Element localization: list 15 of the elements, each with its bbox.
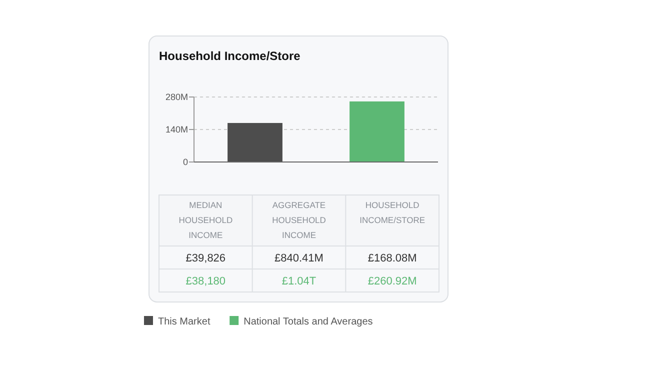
data-label: £39,826 xyxy=(186,252,226,264)
data-label: £260.92M xyxy=(368,275,417,288)
data-label: £38,180 xyxy=(186,275,226,288)
legend-label: National Totals and Averages xyxy=(244,316,373,328)
data-label: £1.04T xyxy=(282,275,316,288)
y-tick-label: 280M xyxy=(165,92,188,102)
legend-label: This Market xyxy=(158,316,210,328)
y-tick-label: 140M xyxy=(165,124,188,135)
data-label: £840.41M xyxy=(274,252,324,264)
category-label: HOUSEHOLD INCOME/STORE xyxy=(360,200,426,225)
y-tick-label: 0 xyxy=(182,157,188,168)
category-label: AGGREGATE HOUSEHOLD INCOME xyxy=(272,200,326,240)
category-label: MEDIAN HOUSEHOLD INCOME xyxy=(178,200,233,240)
data-label: £168.08M xyxy=(368,252,417,264)
chart-title: Household Income/Store xyxy=(159,49,301,63)
